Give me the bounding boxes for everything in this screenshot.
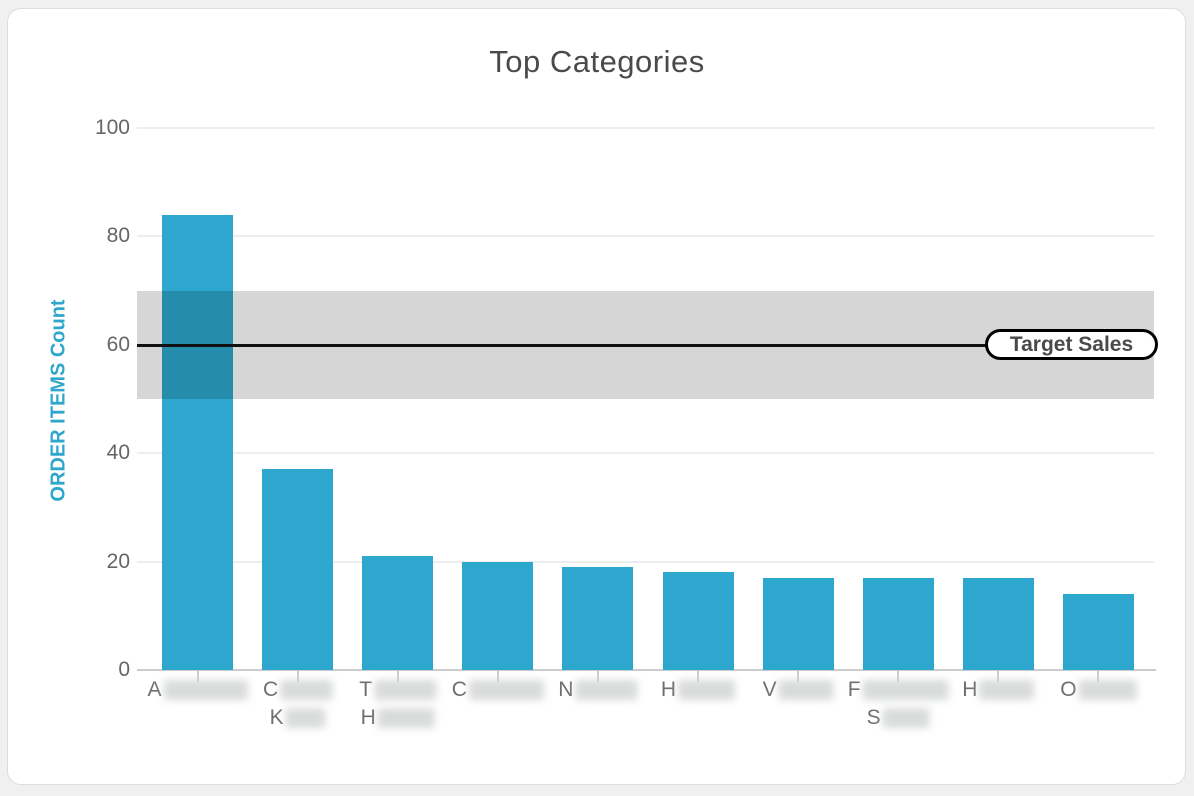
redacted-label-blur xyxy=(575,680,638,700)
redacted-label-blur xyxy=(778,680,834,700)
x-label-visible-letter: K xyxy=(269,706,284,729)
target-sales-label-text: Target Sales xyxy=(1009,332,1134,356)
gridline-y100 xyxy=(137,127,1154,129)
x-axis-label-3-line-2: H xyxy=(359,706,436,730)
redacted-label-blur xyxy=(280,680,333,700)
redacted-label-blur xyxy=(678,680,736,700)
redacted-label-blur xyxy=(468,680,544,700)
x-axis-label-2-line-2: K xyxy=(263,706,332,730)
redacted-label-blur xyxy=(163,680,248,700)
redacted-label-blur xyxy=(285,708,326,728)
x-label-visible-letter: C xyxy=(263,678,279,701)
y-tick-label-100: 100 xyxy=(94,116,130,139)
x-axis-label-1: A xyxy=(147,678,248,706)
y-tick-label-20: 20 xyxy=(106,549,130,573)
x-axis-label-5-line-1: N xyxy=(558,678,638,702)
bar-category-1[interactable] xyxy=(162,215,233,670)
gridline-y20 xyxy=(137,560,1154,563)
x-axis-label-6: H xyxy=(660,678,736,706)
x-axis-label-9: H xyxy=(962,678,1035,706)
y-tick-label-80: 80 xyxy=(106,224,130,248)
x-axis-label-8-line-1: F xyxy=(848,678,949,702)
x-axis-label-7: V xyxy=(763,678,834,706)
x-tick-7 xyxy=(797,671,800,682)
bar-category-8[interactable] xyxy=(862,578,934,670)
x-axis-label-9-line-1: H xyxy=(962,678,1035,702)
x-axis-label-3-line-1: T xyxy=(359,678,437,702)
target-sales-line xyxy=(137,343,989,347)
x-axis-label-6-line-1: H xyxy=(660,678,736,702)
x-label-visible-letter: O xyxy=(1060,678,1077,701)
redacted-label-blur xyxy=(882,708,930,728)
x-label-visible-letter: N xyxy=(558,678,574,701)
x-axis-label-1-line-1: A xyxy=(147,678,248,702)
x-tick-9 xyxy=(997,671,1000,682)
x-label-visible-letter: H xyxy=(660,678,677,701)
x-axis-label-4: C xyxy=(452,678,544,706)
redacted-label-blur xyxy=(377,708,435,728)
x-axis-label-10-line-1: O xyxy=(1060,678,1137,702)
x-tick-3 xyxy=(396,671,399,682)
bar-category-2[interactable] xyxy=(262,469,334,670)
x-label-visible-letter: H xyxy=(360,706,376,729)
bar-category-7[interactable] xyxy=(762,578,834,670)
x-tick-10 xyxy=(1097,671,1100,682)
bar-category-3[interactable] xyxy=(362,556,434,670)
x-label-visible-letter: T xyxy=(359,678,373,701)
x-label-visible-letter: H xyxy=(962,678,978,701)
x-tick-1 xyxy=(196,671,199,682)
x-label-visible-letter: V xyxy=(762,678,777,701)
x-tick-8 xyxy=(897,671,900,682)
x-tick-2 xyxy=(296,671,299,682)
x-axis-label-5: N xyxy=(558,678,638,706)
y-tick-label-40: 40 xyxy=(106,441,130,465)
x-axis-label-2-line-1: C xyxy=(263,678,333,702)
chart-title: Top Categories xyxy=(489,44,705,79)
target-sales-label: Target Sales xyxy=(985,329,1158,360)
x-axis-label-10: O xyxy=(1060,678,1137,706)
bar-category-6[interactable] xyxy=(662,572,734,670)
x-label-visible-letter: A xyxy=(147,678,162,701)
x-tick-5 xyxy=(596,671,599,682)
x-label-visible-letter: S xyxy=(866,706,881,729)
x-label-visible-letter: C xyxy=(451,678,467,701)
y-tick-label-0: 0 xyxy=(118,658,130,681)
gridline-y40 xyxy=(137,452,1154,455)
bar-category-5[interactable] xyxy=(562,567,634,670)
x-axis-label-8-line-2: S xyxy=(848,706,949,730)
x-axis-line xyxy=(137,669,1156,671)
redacted-label-blur xyxy=(374,680,437,700)
bar-category-4[interactable] xyxy=(462,562,534,670)
bar-category-10[interactable] xyxy=(1062,594,1134,670)
gridline-y80 xyxy=(137,235,1154,238)
redacted-label-blur xyxy=(862,680,949,700)
redacted-label-blur xyxy=(1078,680,1137,700)
y-tick-label-60: 60 xyxy=(106,332,130,356)
x-tick-6 xyxy=(697,671,699,682)
x-axis-label-4-line-1: C xyxy=(452,678,544,702)
x-tick-4 xyxy=(496,671,499,682)
bar-category-9[interactable] xyxy=(962,578,1034,670)
redacted-label-blur xyxy=(979,680,1035,700)
x-axis-label-7-line-1: V xyxy=(763,678,834,702)
x-label-visible-letter: F xyxy=(847,678,861,701)
